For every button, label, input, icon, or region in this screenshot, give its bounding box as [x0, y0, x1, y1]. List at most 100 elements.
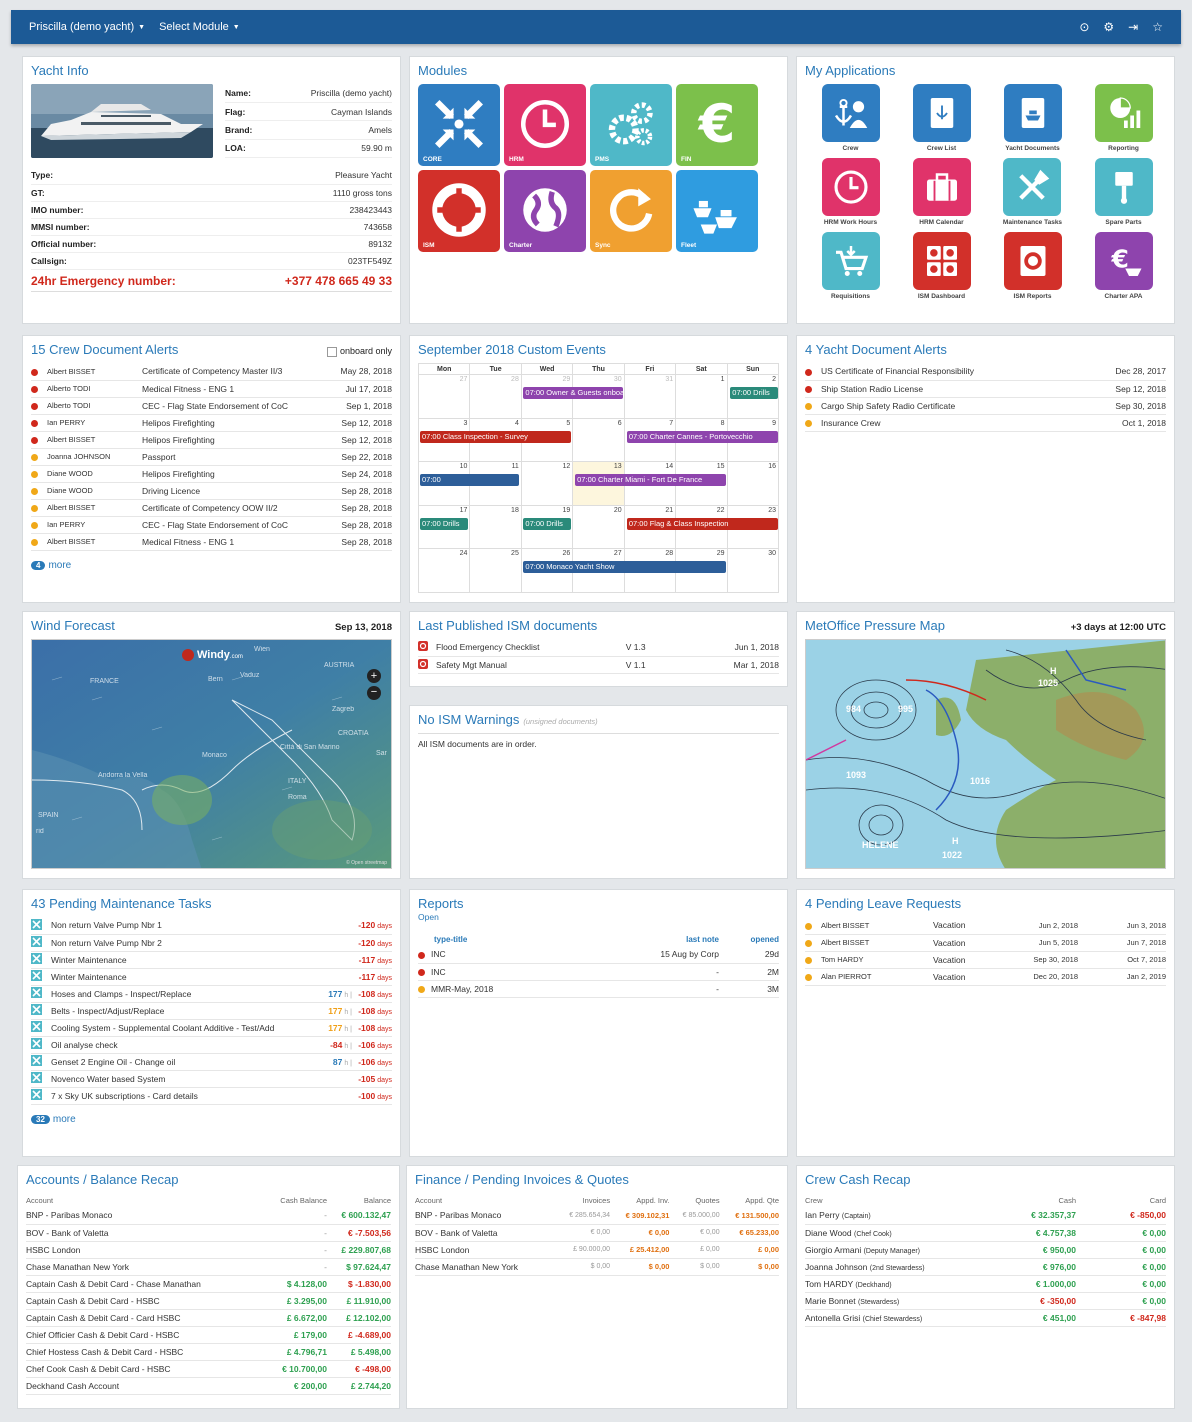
gear-icon[interactable]: ⚙	[1103, 20, 1115, 34]
calendar-event[interactable]: 07:00	[420, 474, 520, 486]
module-selector[interactable]: Select Module ▼	[159, 21, 240, 33]
account-row[interactable]: HSBC London - £ 229.807,68	[26, 1241, 391, 1259]
finance-row[interactable]: Chase Manathan New York $ 0,00 $ 0,00 $ 0,0…	[415, 1258, 779, 1276]
alert-row[interactable]: Ian PERRY Helipos Firefighting Sep 12, 201…	[31, 414, 392, 432]
account-row[interactable]: Deckhand Cash Account € 200,00 £ 2.744,20	[26, 1377, 391, 1395]
crew-cash-row[interactable]: Joanna Johnson (2nd Stewardess) € 976,00 €…	[805, 1258, 1166, 1276]
help-icon[interactable]: ⊙	[1079, 20, 1090, 34]
pressure-map[interactable]: H 1025 1093 1016 H 1022 HELENE 984 995	[805, 639, 1166, 869]
task-row[interactable]: Cooling System - Supplemental Coolant Ad…	[31, 1019, 392, 1037]
zoom-in-button[interactable]: +	[367, 669, 381, 683]
zoom-out-button[interactable]: −	[367, 686, 381, 700]
app-tile[interactable]: ISM Dashboard	[912, 232, 971, 300]
account-row[interactable]: Captain Cash & Debit Card - HSBC £ 3.295,…	[26, 1292, 391, 1310]
calendar-event[interactable]: 07:00 Charter Miami - Fort De France	[575, 474, 727, 486]
leave-row[interactable]: Albert BISSET Vacation Jun 2, 2018 Jun 3, 2…	[805, 917, 1166, 935]
calendar-event[interactable]: 07:00 Class Inspection - Survey	[420, 430, 572, 443]
reports-filter[interactable]: Open	[418, 912, 439, 922]
task-row[interactable]: Belts - Inspect/Adjust/Replace 177 h | -1…	[31, 1002, 392, 1020]
crew-cash-row[interactable]: Tom HARDY (Deckhand) € 1.000,00 € 0,00	[805, 1275, 1166, 1293]
task-row[interactable]: Winter Maintenance -117 days	[31, 968, 392, 986]
task-row[interactable]: Non return Valve Pump Nbr 1 -120 days	[31, 917, 392, 935]
calendar-event[interactable]: 07:00 Flag & Class Inspection	[626, 517, 778, 530]
report-row[interactable]: MMR-May, 2018 -3M	[418, 980, 779, 998]
module-tile-fleet[interactable]: Fleet	[676, 170, 758, 252]
calendar-day[interactable]: 30	[726, 548, 780, 593]
crew-cash-row[interactable]: Marie Bonnet (Stewardess) € -350,00 € 0,00	[805, 1292, 1166, 1310]
ism-document-row[interactable]: Safety Mgt Manual V 1.1 Mar 1, 2018	[418, 656, 779, 674]
calendar-event[interactable]: 07:00 Owner & Guests onboard	[523, 387, 623, 399]
app-tile[interactable]: HRM Calendar	[912, 158, 971, 226]
task-row[interactable]: Genset 2 Engine Oil - Change oil 87 h | -…	[31, 1053, 392, 1071]
account-row[interactable]: Captain Cash & Debit Card - Card HSBC £ 6…	[26, 1309, 391, 1327]
yacht-selector[interactable]: Priscilla (demo yacht) ▼	[29, 21, 146, 33]
calendar-event[interactable]: 07:00 Drills	[523, 517, 572, 530]
alert-row[interactable]: Cargo Ship Safety Radio Certificate Sep 3…	[805, 397, 1166, 415]
app-tile[interactable]: Spare Parts	[1094, 158, 1153, 226]
account-row[interactable]: Chef Cook Cash & Debit Card - HSBC € 10.7…	[26, 1360, 391, 1378]
calendar-event[interactable]: 07:00 Drills	[420, 517, 468, 530]
logout-icon[interactable]: ⇥	[1128, 20, 1139, 34]
alert-row[interactable]: Ship Station Radio License Sep 12, 2018	[805, 380, 1166, 398]
alert-row[interactable]: Diane WOOD Helipos Firefighting Sep 24, 20…	[31, 465, 392, 483]
col-opened[interactable]: opened	[750, 934, 779, 944]
col-last-note[interactable]: last note	[686, 934, 719, 944]
leave-row[interactable]: Alan PIERROT Vacation Dec 20, 2018 Jan 2, 2…	[805, 968, 1166, 986]
calendar-day[interactable]: 6	[572, 417, 625, 462]
module-tile-ism[interactable]: ISM	[418, 170, 500, 252]
app-tile[interactable]: Crew	[821, 84, 880, 152]
wind-map[interactable]: Windy.com Wien AUSTRIA Vaduz Bern FRANCE Zagr…	[31, 639, 392, 869]
calendar-day[interactable]: 28	[469, 374, 522, 419]
app-tile[interactable]: € Charter APA	[1094, 232, 1153, 300]
col-type-title[interactable]: type-title	[434, 934, 468, 944]
leave-row[interactable]: Albert BISSET Vacation Jun 5, 2018 Jun 7, 2…	[805, 934, 1166, 952]
app-tile[interactable]: Yacht Documents	[1003, 84, 1062, 152]
app-tile[interactable]: Crew List	[912, 84, 971, 152]
finance-row[interactable]: HSBC London £ 90.000,00 £ 25.412,00 £ 0,00 £…	[415, 1241, 779, 1259]
task-row[interactable]: 7 x Sky UK subscriptions - Card details -…	[31, 1087, 392, 1105]
alert-row[interactable]: Ian PERRY CEC - Flag State Endorsement of…	[31, 516, 392, 534]
app-tile[interactable]: ISM Reports	[1003, 232, 1062, 300]
calendar-day[interactable]: 25	[469, 548, 522, 593]
alert-row[interactable]: US Certificate of Financial Responsibili…	[805, 363, 1166, 381]
calendar-event[interactable]: 07:00 Drills	[730, 387, 778, 399]
crew-cash-row[interactable]: Giorgio Armani (Deputy Manager) € 950,00 €…	[805, 1241, 1166, 1259]
app-tile[interactable]: Requisitions	[821, 232, 880, 300]
module-tile-fin[interactable]: € FIN	[676, 84, 758, 166]
report-row[interactable]: INC -2M	[418, 963, 779, 981]
calendar-event[interactable]: 07:00 Monaco Yacht Show	[523, 561, 727, 573]
calendar-day[interactable]: 27	[417, 374, 471, 419]
account-row[interactable]: Chase Manathan New York - $ 97.624,47	[26, 1258, 391, 1276]
more-link[interactable]: 4 more	[31, 560, 392, 571]
finance-row[interactable]: BOV - Bank of Valetta € 0,00 € 0,00 € 0,00 €…	[415, 1224, 779, 1242]
alert-row[interactable]: Albert BISSET Medical Fitness - ENG 1 Sep …	[31, 533, 392, 551]
report-row[interactable]: INC 15 Aug by Corp 29d	[418, 946, 779, 964]
alert-row[interactable]: Joanna JOHNSON Passport Sep 22, 2018	[31, 448, 392, 466]
account-row[interactable]: BNP - Paribas Monaco - € 600.132,47	[26, 1207, 391, 1225]
alert-row[interactable]: Albert BISSET Helipos Firefighting Sep 12,…	[31, 431, 392, 449]
alert-row[interactable]: Alberto TODI Medical Fitness - ENG 1 Jul 1…	[31, 380, 392, 398]
crew-cash-row[interactable]: Ian Perry (Captain) € 32.357,37 € -850,00	[805, 1207, 1166, 1225]
calendar-event[interactable]: 07:00 Charter Cannes - Portovecchio	[626, 430, 778, 443]
account-row[interactable]: Chief Officier Cash & Debit Card - HSBC £…	[26, 1326, 391, 1344]
checkbox[interactable]	[326, 346, 337, 357]
alert-row[interactable]: Alberto TODI CEC - Flag State Endorsement…	[31, 397, 392, 415]
ism-document-row[interactable]: Flood Emergency Checklist V 1.3 Jun 1, 201…	[418, 639, 779, 657]
alert-row[interactable]: Albert BISSET Certificate of Competency O…	[31, 499, 392, 517]
calendar-day[interactable]: 18	[469, 504, 522, 549]
app-tile[interactable]: HRM Work Hours	[821, 158, 880, 226]
module-tile-core[interactable]: CORE	[418, 84, 500, 166]
task-row[interactable]: Winter Maintenance -117 days	[31, 951, 392, 969]
calendar-day[interactable]: 16	[726, 461, 780, 506]
app-tile[interactable]: Maintenance Tasks	[1003, 158, 1062, 226]
calendar-day[interactable]: 12	[520, 461, 574, 506]
star-icon[interactable]: ☆	[1152, 20, 1163, 34]
alert-row[interactable]: Diane WOOD Driving Licence Sep 28, 2018	[31, 482, 392, 500]
task-row[interactable]: Hoses and Clamps - Inspect/Replace 177 h …	[31, 985, 392, 1003]
alert-row[interactable]: Albert BISSET Certificate of Competency M…	[31, 363, 392, 381]
more-link[interactable]: 32 more	[31, 1114, 392, 1125]
task-row[interactable]: Novenco Water based System -105 days	[31, 1070, 392, 1088]
finance-row[interactable]: BNP - Paribas Monaco € 285.654,34 € 309.10…	[415, 1207, 779, 1225]
account-row[interactable]: Chief Hostess Cash & Debit Card - HSBC £ …	[26, 1343, 391, 1361]
task-row[interactable]: Oil analyse check -84 h | -106 days	[31, 1036, 392, 1054]
